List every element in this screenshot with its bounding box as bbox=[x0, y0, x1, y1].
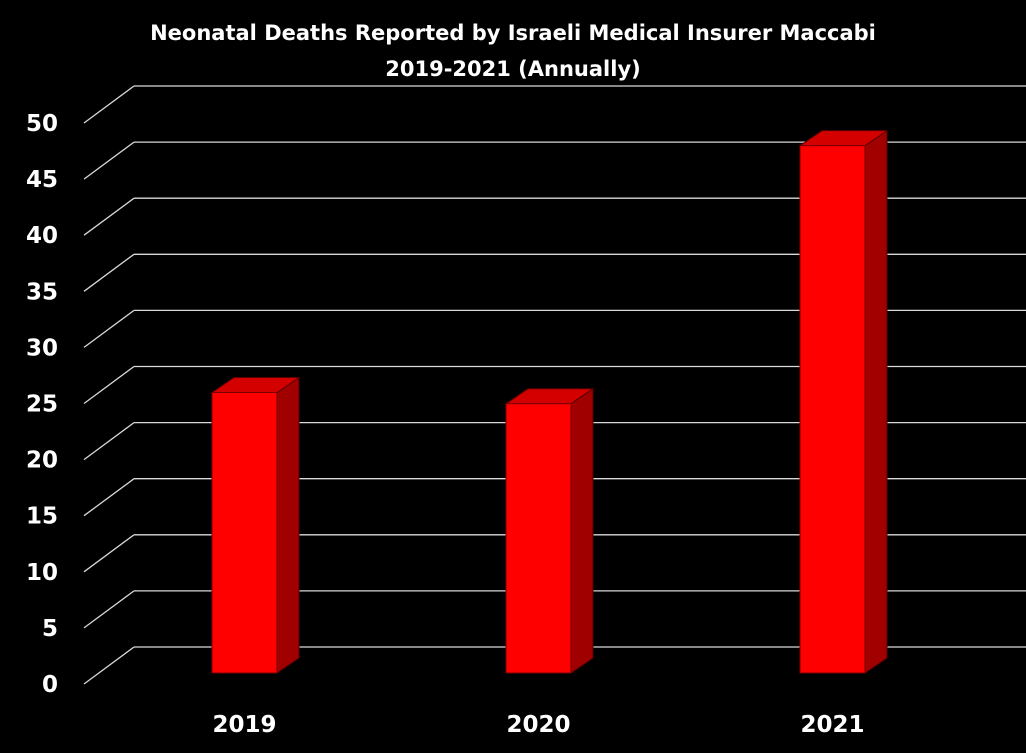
gridline-depth bbox=[83, 85, 135, 124]
y-tick-label: 50 bbox=[26, 111, 58, 137]
gridline-depth bbox=[83, 646, 135, 685]
gridline-depth bbox=[83, 590, 135, 629]
bar-side-face bbox=[864, 129, 888, 674]
x-category-label: 2019 bbox=[212, 712, 276, 738]
y-tick-label: 15 bbox=[26, 504, 58, 530]
gridline-depth bbox=[83, 422, 135, 461]
bar-front-face bbox=[799, 145, 866, 674]
gridline-depth bbox=[83, 534, 135, 573]
x-axis-categories: 2019 2020 2021 bbox=[212, 712, 864, 738]
y-tick-label: 0 bbox=[42, 672, 58, 698]
chart-title: Neonatal Deaths Reported by Israeli Medi… bbox=[150, 21, 876, 45]
x-category-label: 2020 bbox=[506, 712, 570, 738]
y-tick-label: 5 bbox=[42, 616, 58, 642]
gridline-depth bbox=[83, 478, 135, 517]
gridline-depth bbox=[83, 309, 135, 348]
y-tick-label: 35 bbox=[26, 279, 58, 305]
bar-side-face bbox=[276, 376, 300, 674]
gridline-depth bbox=[83, 365, 135, 405]
bar-front-face bbox=[211, 392, 278, 674]
gridline-depth bbox=[83, 197, 135, 236]
y-axis-ticks: 0 5 10 15 20 25 30 35 40 45 50 bbox=[26, 111, 58, 698]
y-tick-label: 10 bbox=[26, 560, 58, 586]
x-category-label: 2021 bbox=[800, 712, 864, 738]
gridline-depth bbox=[83, 141, 135, 180]
y-tick-label: 25 bbox=[26, 392, 58, 418]
y-tick-label: 20 bbox=[26, 448, 58, 474]
chart-subtitle: 2019-2021 (Annually) bbox=[385, 57, 640, 81]
y-tick-label: 30 bbox=[26, 335, 58, 361]
bar bbox=[504, 387, 595, 674]
y-tick-label: 40 bbox=[26, 223, 58, 249]
bar-front-face bbox=[505, 403, 572, 674]
bar-side-face bbox=[570, 387, 594, 674]
bar bbox=[798, 129, 889, 674]
bars bbox=[210, 129, 889, 674]
y-tick-label: 45 bbox=[26, 167, 58, 193]
bar bbox=[210, 376, 301, 674]
gridline-depth bbox=[83, 253, 135, 292]
